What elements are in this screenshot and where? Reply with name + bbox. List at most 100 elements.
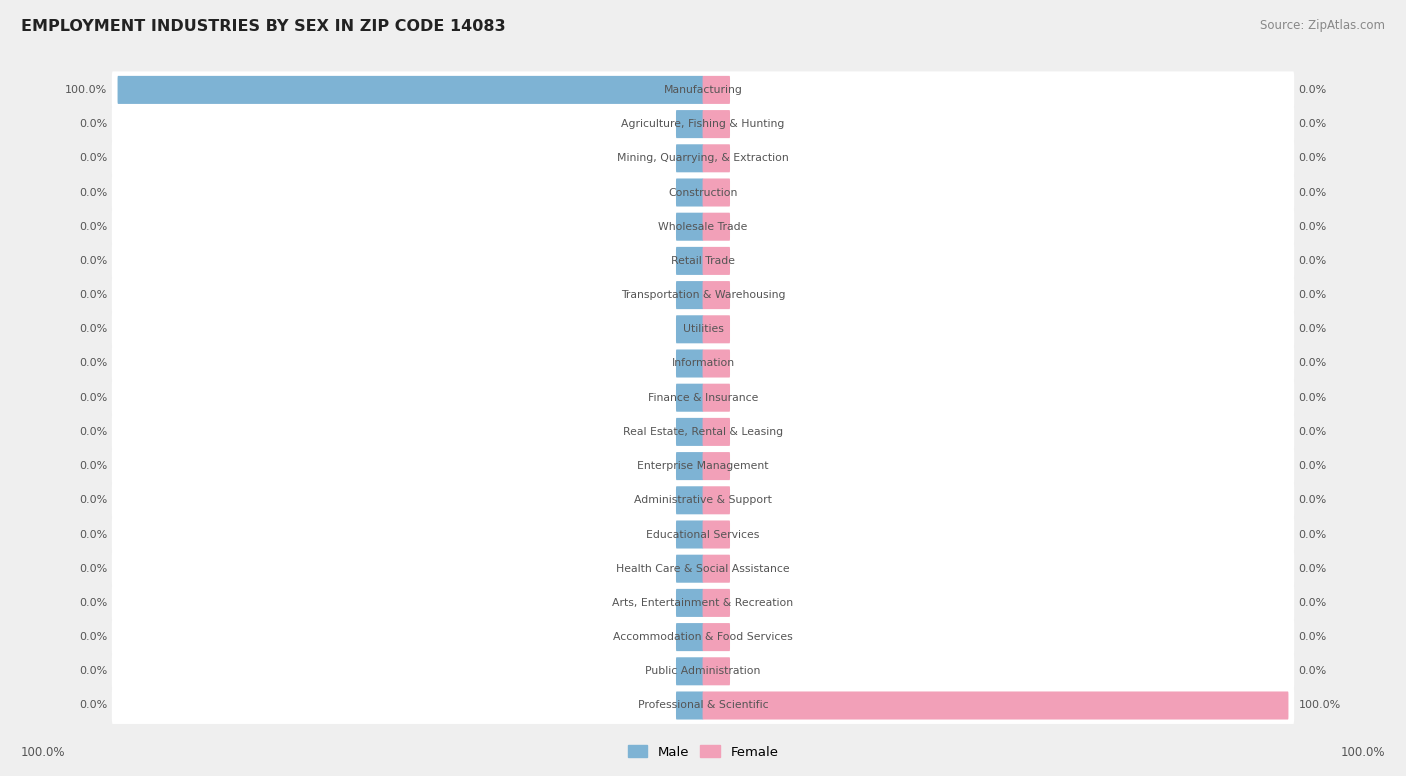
Text: 0.0%: 0.0% xyxy=(1299,222,1327,232)
Text: Utilities: Utilities xyxy=(682,324,724,334)
FancyBboxPatch shape xyxy=(703,178,730,206)
Text: 0.0%: 0.0% xyxy=(79,256,107,266)
Text: 0.0%: 0.0% xyxy=(79,667,107,677)
FancyBboxPatch shape xyxy=(112,448,1294,484)
FancyBboxPatch shape xyxy=(676,418,703,446)
FancyBboxPatch shape xyxy=(676,349,703,377)
FancyBboxPatch shape xyxy=(676,247,703,275)
Text: 0.0%: 0.0% xyxy=(79,701,107,711)
FancyBboxPatch shape xyxy=(112,550,1294,587)
FancyBboxPatch shape xyxy=(703,452,730,480)
FancyBboxPatch shape xyxy=(112,242,1294,279)
Text: Administrative & Support: Administrative & Support xyxy=(634,495,772,505)
FancyBboxPatch shape xyxy=(112,482,1294,519)
Text: 0.0%: 0.0% xyxy=(79,154,107,163)
FancyBboxPatch shape xyxy=(676,623,703,651)
Text: 0.0%: 0.0% xyxy=(1299,154,1327,163)
Text: 0.0%: 0.0% xyxy=(79,222,107,232)
FancyBboxPatch shape xyxy=(676,281,703,309)
Text: 0.0%: 0.0% xyxy=(79,393,107,403)
FancyBboxPatch shape xyxy=(703,247,730,275)
Text: 100.0%: 100.0% xyxy=(21,746,66,759)
Text: 0.0%: 0.0% xyxy=(1299,119,1327,129)
FancyBboxPatch shape xyxy=(676,144,703,172)
FancyBboxPatch shape xyxy=(703,349,730,377)
Text: 0.0%: 0.0% xyxy=(1299,632,1327,642)
FancyBboxPatch shape xyxy=(676,383,703,412)
Text: 0.0%: 0.0% xyxy=(79,461,107,471)
Text: Wholesale Trade: Wholesale Trade xyxy=(658,222,748,232)
FancyBboxPatch shape xyxy=(703,144,730,172)
Text: 0.0%: 0.0% xyxy=(79,290,107,300)
Text: 0.0%: 0.0% xyxy=(79,427,107,437)
Text: Enterprise Management: Enterprise Management xyxy=(637,461,769,471)
FancyBboxPatch shape xyxy=(676,213,703,241)
FancyBboxPatch shape xyxy=(703,555,730,583)
FancyBboxPatch shape xyxy=(676,691,703,719)
FancyBboxPatch shape xyxy=(676,657,703,685)
Text: Educational Services: Educational Services xyxy=(647,529,759,539)
Text: 0.0%: 0.0% xyxy=(1299,393,1327,403)
FancyBboxPatch shape xyxy=(676,521,703,549)
Text: 0.0%: 0.0% xyxy=(1299,461,1327,471)
FancyBboxPatch shape xyxy=(112,379,1294,416)
Text: 0.0%: 0.0% xyxy=(1299,529,1327,539)
FancyBboxPatch shape xyxy=(703,623,730,651)
FancyBboxPatch shape xyxy=(703,281,730,309)
Text: 0.0%: 0.0% xyxy=(1299,427,1327,437)
FancyBboxPatch shape xyxy=(703,657,730,685)
Text: 0.0%: 0.0% xyxy=(79,324,107,334)
FancyBboxPatch shape xyxy=(112,311,1294,348)
Text: Construction: Construction xyxy=(668,188,738,198)
FancyBboxPatch shape xyxy=(118,76,703,104)
Text: Source: ZipAtlas.com: Source: ZipAtlas.com xyxy=(1260,19,1385,33)
Text: Retail Trade: Retail Trade xyxy=(671,256,735,266)
Text: Agriculture, Fishing & Hunting: Agriculture, Fishing & Hunting xyxy=(621,119,785,129)
FancyBboxPatch shape xyxy=(703,418,730,446)
Text: 0.0%: 0.0% xyxy=(1299,563,1327,573)
Text: 0.0%: 0.0% xyxy=(79,495,107,505)
FancyBboxPatch shape xyxy=(112,140,1294,177)
Text: 0.0%: 0.0% xyxy=(1299,667,1327,677)
FancyBboxPatch shape xyxy=(112,653,1294,690)
Text: 0.0%: 0.0% xyxy=(1299,598,1327,608)
FancyBboxPatch shape xyxy=(676,555,703,583)
Text: Real Estate, Rental & Leasing: Real Estate, Rental & Leasing xyxy=(623,427,783,437)
Text: EMPLOYMENT INDUSTRIES BY SEX IN ZIP CODE 14083: EMPLOYMENT INDUSTRIES BY SEX IN ZIP CODE… xyxy=(21,19,506,34)
Text: 0.0%: 0.0% xyxy=(79,119,107,129)
FancyBboxPatch shape xyxy=(112,414,1294,450)
Text: 0.0%: 0.0% xyxy=(79,359,107,369)
Text: 0.0%: 0.0% xyxy=(79,529,107,539)
Text: 0.0%: 0.0% xyxy=(79,563,107,573)
FancyBboxPatch shape xyxy=(703,315,730,343)
FancyBboxPatch shape xyxy=(112,174,1294,211)
FancyBboxPatch shape xyxy=(676,178,703,206)
FancyBboxPatch shape xyxy=(676,110,703,138)
FancyBboxPatch shape xyxy=(112,687,1294,724)
Text: Health Care & Social Assistance: Health Care & Social Assistance xyxy=(616,563,790,573)
Text: 0.0%: 0.0% xyxy=(1299,256,1327,266)
Text: 100.0%: 100.0% xyxy=(1340,746,1385,759)
FancyBboxPatch shape xyxy=(703,213,730,241)
FancyBboxPatch shape xyxy=(676,315,703,343)
Text: Accommodation & Food Services: Accommodation & Food Services xyxy=(613,632,793,642)
Text: 0.0%: 0.0% xyxy=(79,598,107,608)
Text: Public Administration: Public Administration xyxy=(645,667,761,677)
Text: Professional & Scientific: Professional & Scientific xyxy=(638,701,768,711)
FancyBboxPatch shape xyxy=(703,487,730,514)
FancyBboxPatch shape xyxy=(676,487,703,514)
Text: 0.0%: 0.0% xyxy=(1299,290,1327,300)
FancyBboxPatch shape xyxy=(703,76,730,104)
Text: 100.0%: 100.0% xyxy=(65,85,107,95)
Text: 0.0%: 0.0% xyxy=(1299,495,1327,505)
FancyBboxPatch shape xyxy=(676,589,703,617)
Text: 0.0%: 0.0% xyxy=(1299,359,1327,369)
FancyBboxPatch shape xyxy=(112,276,1294,314)
FancyBboxPatch shape xyxy=(703,589,730,617)
Text: 100.0%: 100.0% xyxy=(1299,701,1341,711)
FancyBboxPatch shape xyxy=(703,691,1288,719)
Text: 0.0%: 0.0% xyxy=(79,188,107,198)
Text: 0.0%: 0.0% xyxy=(1299,85,1327,95)
FancyBboxPatch shape xyxy=(112,345,1294,382)
Text: 0.0%: 0.0% xyxy=(79,632,107,642)
